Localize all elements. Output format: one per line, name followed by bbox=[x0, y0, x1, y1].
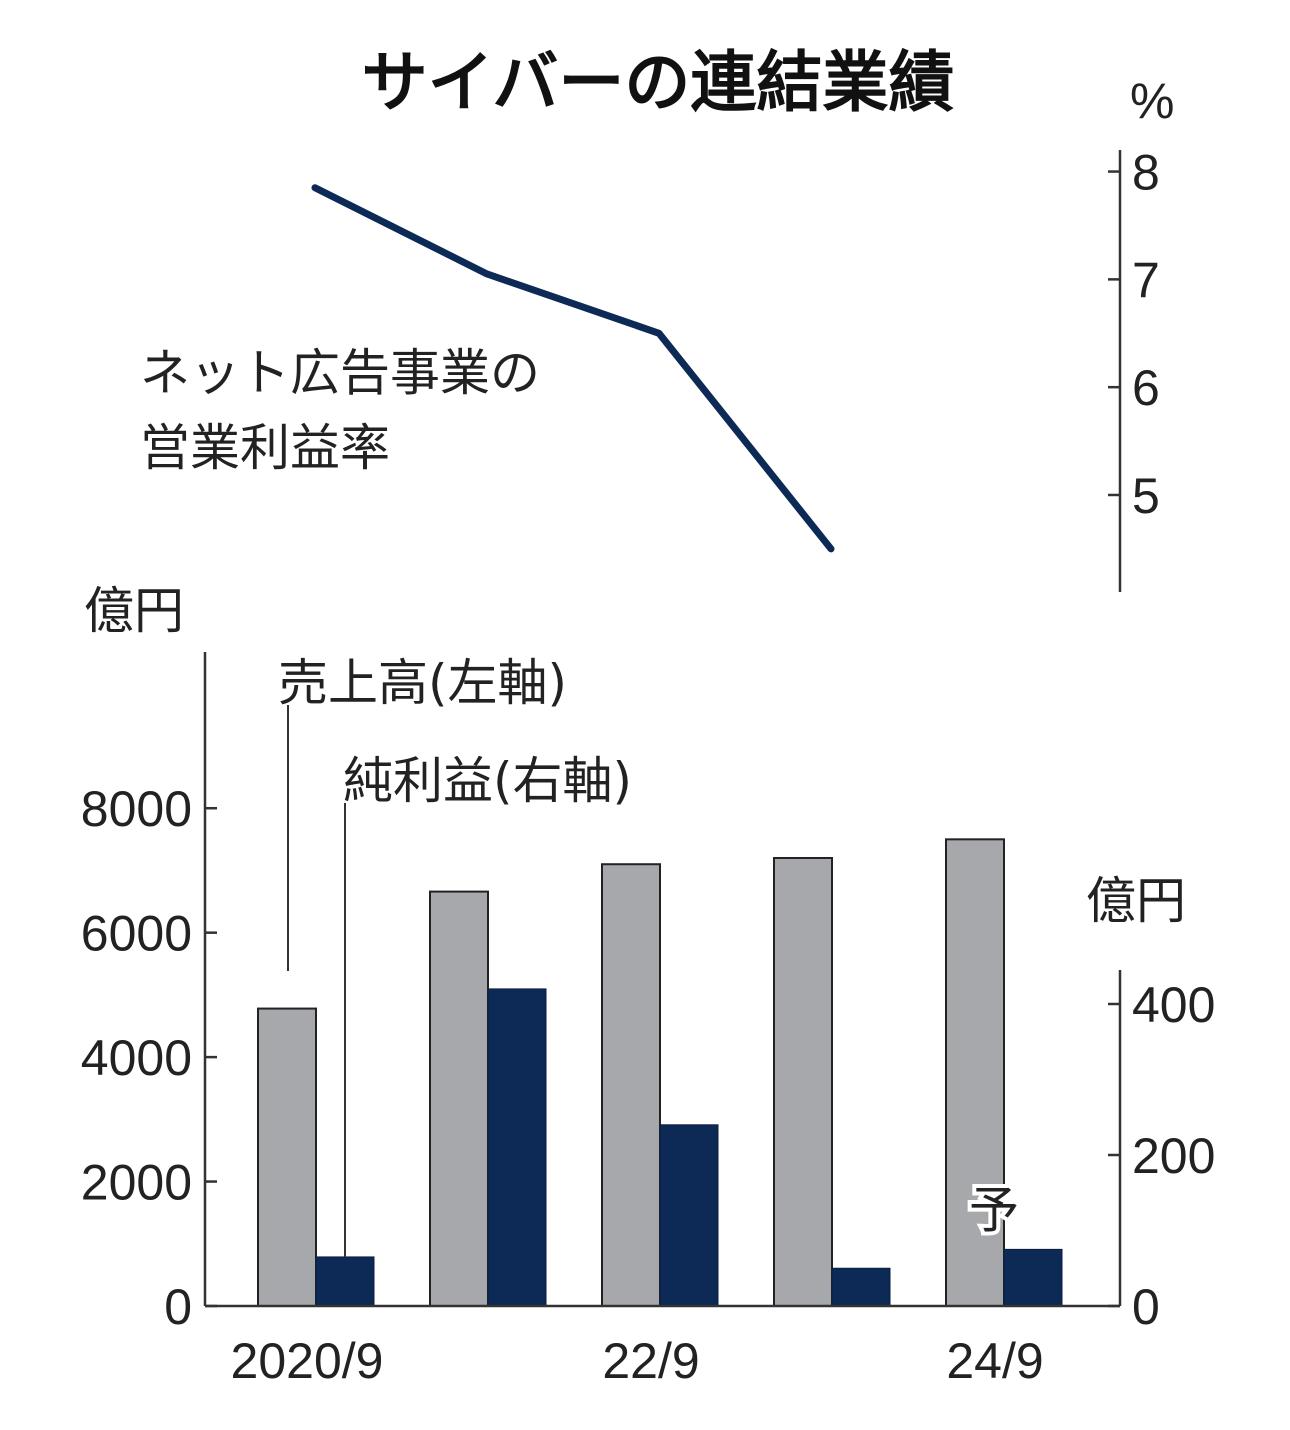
profit-bar-22/9 bbox=[660, 1125, 718, 1306]
line-axis-tick-label: 6 bbox=[1132, 360, 1160, 416]
line-axis-tick-label: 8 bbox=[1132, 145, 1160, 201]
line-ticks-group: 5 6 7 8 bbox=[1108, 145, 1160, 524]
right-axis-unit: 億円 bbox=[1086, 872, 1186, 930]
x-axis-tick-label: 24/9 bbox=[946, 1333, 1043, 1389]
line-axis-unit: % bbox=[1130, 73, 1174, 129]
sales-bar-23/9 bbox=[774, 858, 832, 1306]
line-axis-tick-label: 5 bbox=[1132, 468, 1160, 524]
left-axis-tick-label: 2000 bbox=[81, 1155, 192, 1211]
line-series-label-1: ネット広告事業の bbox=[140, 344, 540, 402]
profit-bar-21/9 bbox=[488, 989, 546, 1306]
bars-group bbox=[258, 839, 1062, 1306]
profit-bar-2020/9 bbox=[316, 1257, 374, 1306]
x-ticks-group: 2020/9 22/9 24/9 bbox=[231, 1333, 1044, 1389]
left-axis-tick-label: 8000 bbox=[81, 781, 192, 837]
profit-bar-23/9 bbox=[832, 1268, 890, 1306]
line-series-label-2: 営業利益率 bbox=[140, 419, 390, 477]
sales-legend-label: 売上高(左軸) bbox=[278, 654, 567, 712]
left-axis-tick-label: 4000 bbox=[81, 1030, 192, 1086]
left-axis-tick-label: 6000 bbox=[81, 906, 192, 962]
profit-bar-24/9 bbox=[1004, 1249, 1062, 1306]
x-axis-tick-label: 22/9 bbox=[602, 1333, 699, 1389]
line-axis-tick-label: 7 bbox=[1132, 252, 1160, 308]
sales-bar-21/9 bbox=[430, 892, 488, 1306]
left-ticks-group: 0 2000 4000 6000 8000 bbox=[81, 781, 217, 1335]
right-ticks-group: 0 200 400 bbox=[1108, 977, 1215, 1335]
left-axis-tick-label: 0 bbox=[164, 1279, 192, 1335]
x-axis-tick-label: 2020/9 bbox=[231, 1333, 384, 1389]
profit-legend-label: 純利益(右軸) bbox=[343, 752, 632, 810]
left-axis-unit: 億円 bbox=[84, 582, 184, 640]
forecast-annotation: 予 bbox=[969, 1181, 1019, 1239]
sales-bar-2020/9 bbox=[258, 1009, 316, 1306]
right-axis-tick-label: 400 bbox=[1132, 977, 1215, 1033]
right-axis-tick-label: 0 bbox=[1132, 1279, 1160, 1335]
chart-title: サイバーの連結業績 bbox=[362, 44, 955, 121]
right-axis-tick-label: 200 bbox=[1132, 1128, 1215, 1184]
sales-bar-22/9 bbox=[602, 864, 660, 1306]
